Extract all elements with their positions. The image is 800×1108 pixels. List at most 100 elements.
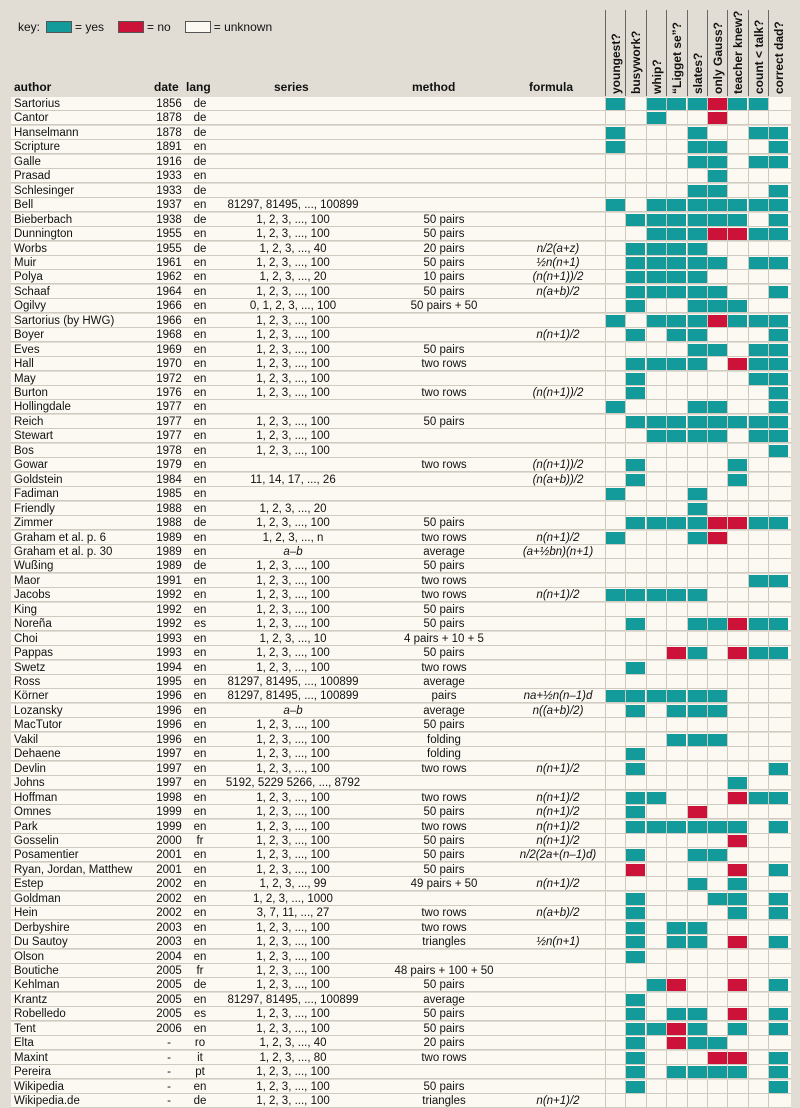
grid-separator (707, 299, 708, 314)
cell-lang: en (193, 531, 207, 544)
cell-lang: it (197, 1051, 203, 1064)
yes-mark (769, 256, 789, 269)
grid-separator (727, 776, 729, 791)
grid-separator (645, 241, 647, 256)
cell-author: Zimmer (14, 517, 53, 530)
yes-mark (687, 256, 707, 269)
cell-lang: de (193, 517, 207, 530)
table-row: Goldman 2002 en 1, 2, 3, ..., 1000 (11, 891, 791, 906)
yes-mark (687, 271, 707, 284)
grid-separator (686, 429, 688, 444)
yes-mark (687, 415, 707, 428)
grid-separator (605, 675, 606, 689)
grid-separator (727, 703, 729, 718)
grid-separator (707, 819, 708, 834)
yes-mark (626, 704, 646, 717)
grid-separator (686, 313, 688, 328)
yes-mark (606, 199, 625, 212)
cell-author: Wikipedia.de (14, 1095, 80, 1108)
grid-separator (727, 891, 729, 906)
grid-separator (666, 819, 668, 834)
grid-separator (605, 1036, 606, 1051)
grid-separator (686, 920, 688, 935)
grid-separator (686, 516, 688, 531)
yes-mark (708, 170, 727, 183)
table-row-background (11, 732, 791, 747)
cell-author: Galle (14, 155, 41, 168)
grid-separator (727, 414, 729, 429)
table-row: Boutiche 2005 fr 1, 2, 3, ..., 100 48 pairs … (11, 964, 791, 978)
grid-separator (666, 487, 668, 502)
grid-separator (768, 588, 770, 603)
cell-series: 81297, 81495, ..., 100899 (227, 199, 359, 212)
table-row-background (11, 530, 791, 545)
grid-separator (686, 833, 688, 848)
yes-mark (769, 1022, 789, 1035)
grid-separator (666, 747, 668, 762)
cell-series: 1, 2, 3, ..., 40 (259, 242, 327, 255)
table-row-background (11, 299, 791, 314)
table-row-background (11, 169, 791, 184)
cell-lang: en (193, 256, 207, 269)
yes-mark (626, 387, 646, 399)
cell-lang: de (193, 112, 207, 125)
grid-separator (666, 920, 668, 935)
grid-separator (707, 198, 708, 213)
yes-mark (708, 213, 727, 226)
grid-separator (768, 891, 770, 906)
yes-mark (646, 228, 666, 241)
cell-series: 81297, 81495, ..., 100899 (227, 676, 359, 688)
grid-separator (666, 718, 668, 733)
grid-separator (605, 169, 606, 184)
grid-separator (707, 732, 708, 747)
cell-author: Estep (14, 878, 44, 891)
table-row-background (11, 487, 791, 502)
table-row-background (11, 443, 791, 458)
cell-formula (509, 1007, 607, 1021)
no-mark (728, 618, 748, 631)
grid-separator (625, 1021, 627, 1036)
grid-separator (686, 472, 688, 487)
grid-separator (625, 169, 627, 184)
grid-separator (686, 487, 688, 502)
yes-mark (748, 430, 768, 443)
cell-method (379, 111, 509, 125)
cell-lang: en (193, 791, 207, 804)
grid-separator (686, 588, 688, 603)
grid-separator (727, 732, 729, 747)
cell-author: Posamentier (14, 849, 79, 862)
yes-mark (708, 141, 727, 154)
no-mark (728, 863, 748, 876)
yes-mark (708, 820, 727, 833)
grid-separator (605, 443, 606, 458)
grid-separator (605, 631, 606, 646)
grid-separator (747, 544, 749, 559)
cell-method: 4 pairs + 10 + 5 (404, 632, 484, 645)
question-header: teacher knew? (731, 8, 745, 94)
grid-separator (686, 227, 688, 242)
grid-separator (645, 270, 647, 285)
table-row-background (11, 241, 791, 256)
cell-formula: n(a+b)/2 (536, 907, 580, 920)
yes-mark (708, 733, 727, 746)
grid-separator (727, 487, 729, 502)
table-row-background (11, 776, 791, 791)
grid-separator (666, 790, 668, 805)
grid-separator (625, 689, 627, 704)
grid-separator (625, 212, 627, 227)
cell-author: Fadiman (14, 488, 59, 501)
grid-separator (686, 400, 688, 415)
legend-yes-swatch (46, 21, 73, 33)
yes-mark (728, 98, 748, 110)
cell-date: 1916 (156, 155, 182, 168)
grid-separator (605, 862, 606, 877)
cell-lang: en (193, 141, 207, 154)
cell-author: Graham et al. p. 6 (14, 531, 107, 544)
yes-mark (769, 517, 789, 530)
cell-author: Sartorius (14, 98, 61, 110)
grid-separator (645, 284, 647, 299)
yes-mark (708, 1037, 727, 1050)
grid-separator (768, 1021, 770, 1036)
grid-separator (605, 357, 606, 372)
yes-mark (769, 213, 789, 226)
